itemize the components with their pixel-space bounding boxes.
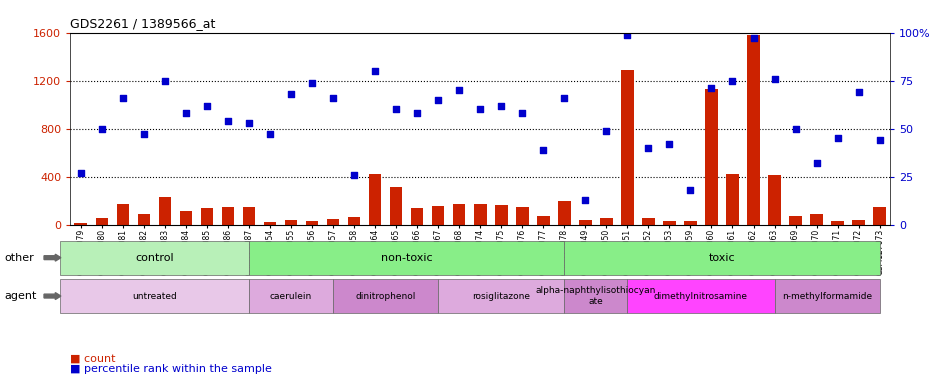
Bar [116, 204, 129, 225]
Bar [788, 216, 801, 225]
Point [493, 103, 508, 109]
Bar [599, 218, 612, 225]
Bar [810, 214, 822, 225]
Text: other: other [5, 253, 35, 263]
Bar [474, 204, 486, 225]
Text: dinitrophenol: dinitrophenol [355, 291, 416, 301]
Point [620, 31, 635, 38]
Bar [705, 89, 717, 225]
Bar [369, 174, 381, 225]
Point [472, 106, 487, 113]
Text: alpha-naphthylisothiocyan
ate: alpha-naphthylisothiocyan ate [535, 286, 655, 306]
Text: untreated: untreated [132, 291, 177, 301]
Point [262, 131, 277, 137]
Text: ■ count: ■ count [70, 354, 116, 364]
Bar [452, 204, 465, 225]
Text: GDS2261 / 1389566_at: GDS2261 / 1389566_at [70, 17, 215, 30]
Point [661, 141, 676, 147]
Point [178, 110, 193, 116]
Point [578, 197, 592, 203]
Point [284, 91, 299, 97]
Point [157, 78, 172, 84]
Point [388, 106, 403, 113]
Point [640, 145, 655, 151]
Point [137, 131, 152, 137]
Bar [158, 197, 171, 225]
Point [703, 85, 718, 91]
Bar [494, 205, 507, 225]
Text: control: control [135, 253, 173, 263]
Point [829, 135, 844, 141]
Text: ■ percentile rank within the sample: ■ percentile rank within the sample [70, 364, 271, 374]
Point [73, 170, 88, 176]
Bar [768, 175, 780, 225]
Point [808, 160, 823, 166]
Point [431, 97, 446, 103]
Bar [305, 221, 318, 225]
Text: agent: agent [5, 291, 37, 301]
Text: dimethylnitrosamine: dimethylnitrosamine [653, 291, 747, 301]
Bar [95, 218, 108, 225]
Bar [347, 217, 360, 225]
Bar [621, 70, 633, 225]
Text: rosiglitazone: rosiglitazone [472, 291, 530, 301]
Text: n-methylformamide: n-methylformamide [782, 291, 871, 301]
Bar [852, 220, 864, 225]
Bar [74, 223, 87, 225]
Bar [285, 220, 297, 225]
Bar [180, 212, 192, 225]
Bar [872, 207, 885, 225]
Point [535, 147, 550, 153]
Point [220, 118, 235, 124]
Point [598, 127, 613, 134]
Bar [410, 208, 423, 225]
Point [850, 89, 865, 95]
Point [451, 87, 466, 93]
Bar [222, 207, 234, 225]
Bar [746, 35, 759, 225]
Point [514, 110, 529, 116]
Bar [683, 221, 696, 225]
Bar [536, 216, 549, 225]
Bar [641, 218, 654, 225]
Point [871, 137, 886, 143]
Point [787, 126, 802, 132]
Bar [558, 201, 570, 225]
Point [95, 126, 110, 132]
Bar [725, 174, 738, 225]
Point [346, 172, 361, 178]
Point [682, 187, 697, 193]
Point [199, 103, 214, 109]
Point [745, 35, 760, 41]
Bar [138, 214, 150, 225]
Bar [431, 206, 444, 225]
Point [367, 68, 382, 74]
Text: caerulein: caerulein [270, 291, 312, 301]
Bar [327, 219, 339, 225]
Point [241, 120, 256, 126]
Text: non-toxic: non-toxic [380, 253, 432, 263]
Text: toxic: toxic [708, 253, 735, 263]
Bar [200, 209, 213, 225]
Point [724, 78, 739, 84]
Bar [242, 207, 255, 225]
Bar [663, 221, 675, 225]
Bar [263, 222, 276, 225]
Point [304, 79, 319, 86]
Bar [516, 207, 528, 225]
Bar [578, 220, 591, 225]
Point [556, 95, 571, 101]
Point [767, 76, 782, 82]
Point [409, 110, 424, 116]
Point [115, 95, 130, 101]
Point [325, 95, 340, 101]
Bar [830, 221, 843, 225]
Bar [389, 187, 402, 225]
